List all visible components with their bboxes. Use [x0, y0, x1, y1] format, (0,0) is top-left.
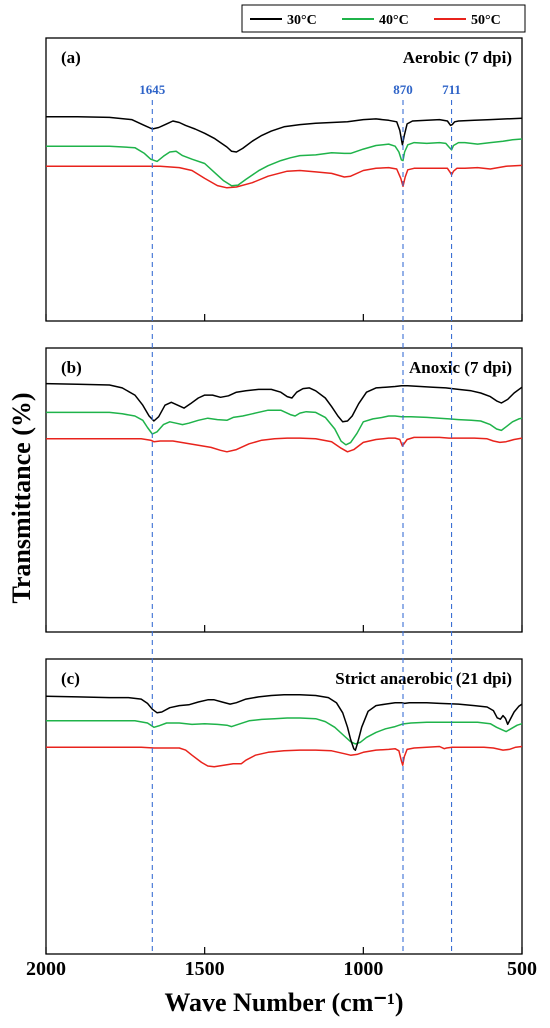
panel-c: (c) Strict anaerobic (21 dpi)	[45, 658, 523, 955]
legend-label-50c: 50°C	[471, 13, 501, 28]
x-tick-label: 500	[507, 958, 537, 980]
panels: (a) Aerobic (7 dpi) (b) Anoxic (7 dpi) (c) St…	[45, 37, 523, 955]
series-line-30c	[45, 382, 523, 423]
panel-a: (a) Aerobic (7 dpi)	[45, 37, 523, 322]
panel-label: (c)	[61, 669, 80, 688]
x-tick-label: 1500	[185, 958, 225, 980]
panel-frame	[45, 37, 523, 322]
series-line-30c	[46, 115, 523, 153]
series-line-40c	[46, 409, 523, 446]
panel-label: (b)	[61, 358, 82, 377]
reference-label-1645: 1645	[139, 82, 166, 97]
legend-box	[241, 4, 526, 33]
series-line-50c	[46, 745, 523, 768]
x-axis: 2000 1500 1000 500	[26, 958, 537, 980]
series-line-40c	[46, 138, 523, 187]
reference-label-870: 870	[393, 82, 413, 97]
panel-title: Anoxic (7 dpi)	[409, 358, 512, 377]
legend-label-30c: 30°C	[287, 13, 317, 28]
panel-b: (b) Anoxic (7 dpi)	[45, 347, 523, 633]
panel-frame	[45, 658, 523, 955]
y-axis-title: Transmittance (%)	[7, 392, 36, 603]
x-tick-label: 2000	[26, 958, 66, 980]
panel-frame	[45, 347, 523, 633]
x-axis-title: Wave Number (cm⁻¹)	[164, 988, 403, 1017]
panel-label: (a)	[61, 48, 81, 67]
panel-title: Strict anaerobic (21 dpi)	[335, 669, 512, 688]
series-line-30c	[45, 694, 523, 751]
panel-title: Aerobic (7 dpi)	[403, 48, 512, 67]
x-tick-label: 1000	[343, 958, 383, 980]
reference-lines: 1645 870 711	[139, 82, 461, 954]
reference-label-711: 711	[442, 82, 461, 97]
series-line-40c	[46, 717, 523, 745]
legend: 30°C 40°C 50°C	[241, 4, 526, 33]
legend-label-40c: 40°C	[379, 13, 409, 28]
series-line-50c	[46, 436, 523, 453]
series-line-50c	[46, 164, 523, 189]
